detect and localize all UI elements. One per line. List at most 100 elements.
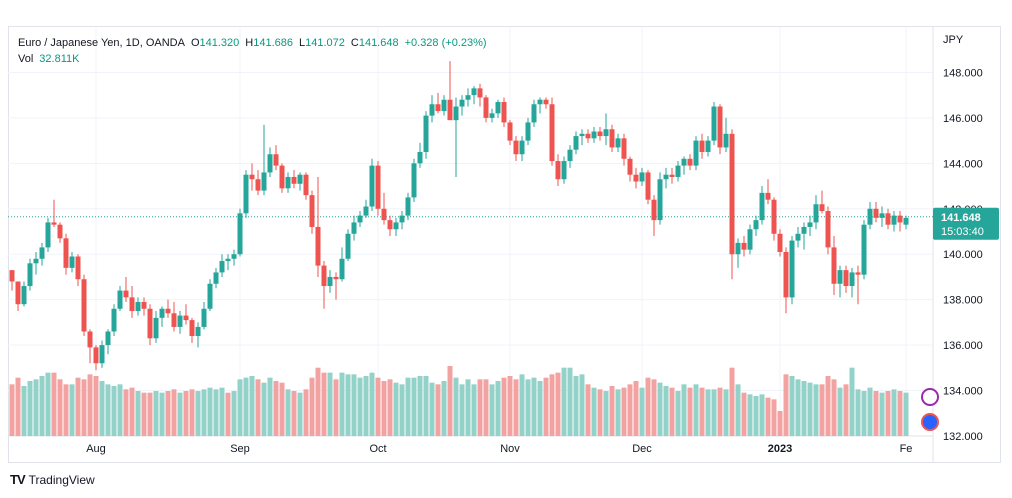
candle-body	[399, 215, 405, 223]
candle	[501, 97, 507, 127]
volume-bar	[15, 377, 21, 436]
candle-body	[69, 256, 75, 268]
candle-body	[243, 174, 249, 214]
candlestick-chart[interactable]: 148.000146.000144.000142.000140.000138.0…	[8, 26, 1001, 463]
candle-body	[123, 290, 129, 298]
candle	[849, 267, 855, 298]
last-price-tag[interactable]: 141.648 15:03:40	[933, 207, 999, 240]
lightning-badge-icon[interactable]	[921, 388, 939, 406]
candle-body	[891, 215, 897, 225]
candle	[201, 301, 207, 330]
candle-body	[597, 131, 603, 137]
candle-body	[549, 104, 555, 162]
candle	[891, 211, 897, 232]
candle	[105, 329, 111, 355]
volume-bar	[507, 376, 513, 436]
volume-bar	[471, 384, 477, 436]
volume-bar	[549, 374, 555, 436]
candle-body	[561, 161, 567, 180]
candle	[369, 158, 375, 212]
candle-body	[885, 213, 891, 225]
volume-bar	[819, 384, 825, 436]
candle-body	[663, 174, 669, 180]
volume-bar	[189, 389, 195, 436]
volume-bar	[873, 391, 879, 436]
candle-body	[657, 179, 663, 221]
volume-bar	[597, 389, 603, 436]
candle-body	[201, 308, 207, 327]
candle-body	[855, 272, 861, 275]
candle	[855, 265, 861, 305]
candle-body	[273, 154, 279, 166]
volume-bar	[201, 389, 207, 436]
legend-vol-label[interactable]: Vol	[18, 53, 34, 65]
volume-bar	[705, 389, 711, 436]
candle	[69, 251, 75, 273]
candle-body	[363, 206, 369, 216]
candle	[165, 299, 171, 318]
candle-body	[27, 263, 33, 287]
candle	[687, 154, 693, 171]
candle	[843, 265, 849, 293]
candle-body	[525, 122, 531, 141]
candle	[387, 215, 393, 237]
volume-bar	[891, 389, 897, 436]
volume-bar	[573, 376, 579, 436]
candle	[711, 101, 717, 146]
candle-body	[819, 204, 825, 212]
candle	[555, 154, 561, 187]
candle	[477, 83, 483, 107]
candle-body	[99, 345, 105, 364]
candle	[825, 206, 831, 255]
candle-body	[165, 308, 171, 314]
volume-bar	[387, 379, 393, 436]
candle-body	[339, 258, 345, 280]
volume-bar	[807, 382, 813, 436]
candle-body	[825, 211, 831, 248]
candle-body	[63, 238, 69, 268]
volume-bar	[147, 392, 153, 436]
candle-body	[345, 233, 351, 259]
candle-body	[435, 104, 441, 112]
volume-bar	[627, 384, 633, 436]
volume-bar	[831, 379, 837, 436]
volume-bar	[423, 376, 429, 436]
candle	[483, 95, 489, 123]
volume-bar	[291, 391, 297, 436]
legend-open-value: 141.320	[199, 37, 240, 49]
candle-body	[441, 99, 447, 112]
volume-bar	[747, 394, 753, 436]
volume-bar	[693, 384, 699, 436]
volume-bar	[849, 367, 855, 436]
x-tick-label: Sep	[230, 443, 250, 455]
candle	[93, 345, 99, 371]
candle	[243, 170, 249, 218]
volume-bar	[723, 389, 729, 436]
candle-body	[771, 199, 777, 234]
candle-body	[447, 99, 453, 121]
volume-bar	[609, 386, 615, 436]
candle	[519, 136, 525, 162]
candle-body	[627, 158, 633, 175]
candle-body	[453, 106, 459, 121]
legend-symbol[interactable]: Euro / Japanese Yen, 1D, OANDA	[18, 37, 185, 49]
volume-bar	[183, 391, 189, 436]
price-tag-bg	[933, 207, 999, 240]
candle-body	[39, 247, 45, 259]
volume-bar	[357, 377, 363, 436]
volume-bar	[123, 389, 129, 436]
event-badge-icon[interactable]	[921, 413, 939, 431]
candle-body	[369, 165, 375, 207]
volume-bar	[231, 391, 237, 436]
candle-body	[681, 158, 687, 166]
volume-bar	[699, 387, 705, 436]
tradingview-brand[interactable]: TV TradingView	[10, 472, 95, 487]
volume-bar	[213, 389, 219, 436]
candle	[333, 272, 339, 300]
candle-body	[351, 222, 357, 234]
candle	[771, 197, 777, 241]
volume-bar	[783, 374, 789, 436]
candle	[795, 226, 801, 248]
candle	[159, 306, 165, 327]
candle-body	[483, 97, 489, 118]
